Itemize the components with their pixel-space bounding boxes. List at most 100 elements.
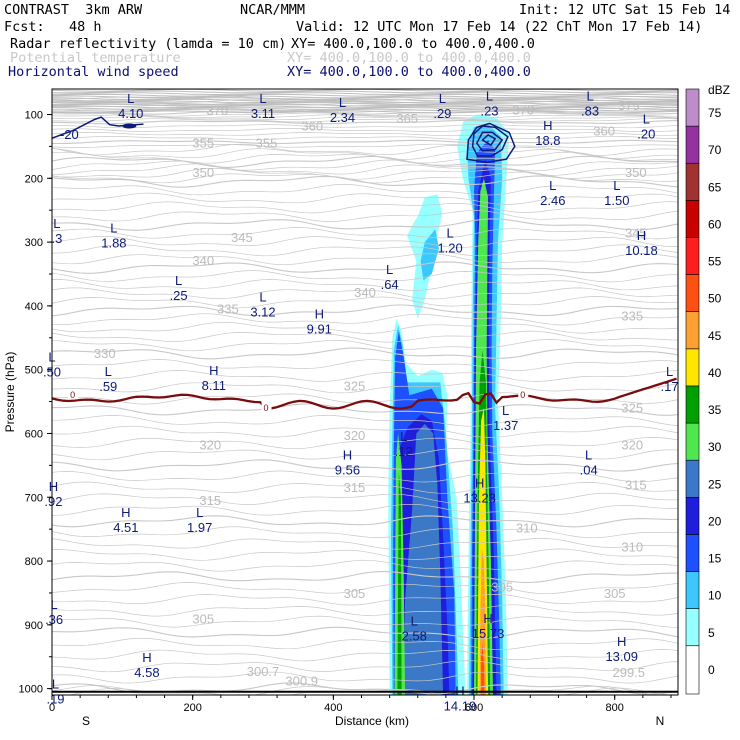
- stratosphere-isentrope: [52, 103, 678, 107]
- isentrope-label: 300.9: [285, 673, 318, 688]
- colorbar-swatch: [685, 237, 700, 275]
- isentrope-line: [52, 403, 678, 416]
- y-tick-label: 500: [25, 365, 43, 377]
- isentrope-line: [52, 330, 678, 343]
- isentrope-line: [52, 116, 678, 121]
- isentrope-label: 325: [621, 400, 643, 415]
- colorbar-tick-label: 70: [708, 143, 722, 157]
- colorbar-tick-label: 50: [708, 292, 722, 306]
- freezing-level-contour: [52, 377, 677, 410]
- isentrope-label: 305: [192, 612, 214, 627]
- isentrope-label: 360: [301, 118, 323, 133]
- isentrope-line: [52, 459, 678, 472]
- stratosphere-isentrope: [52, 100, 678, 104]
- freezing-level-label: 0: [264, 403, 269, 413]
- isentrope-line: [52, 448, 678, 461]
- wind-extremum-marker: H: [49, 479, 58, 494]
- isentrope-line: [52, 582, 678, 595]
- field-theta-xy: XY= 400.0,100.0 to 400.0,400.0: [287, 50, 531, 66]
- wind-extremum-value: 1.20: [437, 241, 462, 256]
- reflectivity-area-35dbz: [397, 471, 402, 695]
- stratosphere-isentrope: [52, 90, 678, 94]
- y-tick-label: 300: [25, 237, 43, 249]
- wind-extremum-marker: L: [486, 88, 493, 103]
- isentrope-line: [52, 322, 678, 334]
- colorbar-swatch: [685, 645, 700, 695]
- wind-extremum-value: 18.8: [535, 133, 560, 148]
- isentrope-line: [52, 626, 678, 639]
- x-tick-label: 0: [49, 702, 55, 714]
- isentrope-line: [52, 148, 678, 160]
- isentrope-line: [52, 287, 678, 300]
- isentrope-line: [52, 437, 678, 450]
- y-tick-label: 600: [25, 428, 43, 440]
- isentrope-label: 305: [491, 580, 513, 595]
- wind-extremum-marker: H: [142, 650, 151, 665]
- wind-extremum-marker: L: [446, 226, 453, 241]
- reflectivity-fill: [388, 114, 510, 695]
- wind-extremum-marker: L: [196, 505, 203, 520]
- isentrope-line: [52, 167, 678, 180]
- stratosphere-isentrope: [52, 95, 678, 99]
- colorbar-tick-label: 30: [708, 440, 722, 454]
- field-theta-name: Potential temperature: [10, 50, 181, 66]
- isentrope-label: 340: [192, 253, 214, 268]
- wind-extremum-marker: H: [343, 448, 352, 463]
- wind-extremum-value: 3.12: [250, 304, 275, 319]
- wind-speed-contour: [481, 133, 497, 147]
- isentrope-line: [52, 210, 678, 222]
- isentrope-label: 320: [199, 437, 221, 452]
- isentrope-line: [52, 604, 678, 617]
- wind-extremum-value: 4.51: [113, 520, 138, 535]
- field-wind-xy: XY= 400.0,100.0 to 400.0,400.0: [287, 64, 531, 80]
- isentrope-label: 305: [604, 586, 626, 601]
- colorbar-unit: dBZ: [708, 83, 730, 97]
- isentrope-line: [52, 615, 678, 628]
- wind-extremum-value: 4.10: [118, 106, 143, 121]
- wind-extremum-value: .04: [580, 463, 598, 478]
- colorbar-tick-label: 55: [708, 255, 722, 269]
- colorbar-tick-label: 10: [708, 589, 722, 603]
- isentrope-line: [52, 235, 678, 248]
- isentrope-line: [52, 538, 678, 550]
- isentrope-line: [52, 559, 678, 572]
- model-title: CONTRAST 3km ARW: [4, 2, 143, 18]
- isentrope-label: 300.7: [247, 664, 280, 679]
- isentrope-line: [52, 184, 678, 196]
- isentrope-label: 335: [217, 302, 239, 317]
- wind-extremum-value: .92: [44, 494, 62, 509]
- isentrope-line: [52, 192, 678, 205]
- wind-extremum-value: 9.56: [335, 463, 360, 478]
- wind-extremum-marker: L: [400, 429, 407, 444]
- wind-extremum-value: .17: [661, 379, 679, 394]
- wind-extremum-value: 4.58: [134, 665, 159, 680]
- isentrope-line: [52, 492, 678, 505]
- isentrope-label: 310: [516, 520, 538, 535]
- y-tick-label: 200: [25, 173, 43, 185]
- wind-extremum-value: 3.11: [251, 106, 275, 121]
- wind-extremum-marker: H: [121, 505, 130, 520]
- x-tick-label: 800: [606, 702, 624, 714]
- isentrope-line: [52, 515, 678, 528]
- isentrope-label: 320: [344, 428, 366, 443]
- isentrope-line: [52, 159, 678, 172]
- isentrope-line: [52, 143, 678, 148]
- wind-extremum-marker: H: [483, 611, 492, 626]
- isentrope-label: 370: [512, 103, 534, 118]
- reflectivity-area-50dbz: [481, 644, 485, 695]
- wind-extremum-value: .23: [480, 103, 498, 118]
- isentrope-line: [52, 570, 678, 584]
- isentrope-line: [52, 139, 678, 145]
- freezing-level-label: 0: [70, 390, 75, 400]
- wind-extremum-marker: L: [666, 364, 673, 379]
- colorbar-tick-label: 25: [708, 477, 722, 491]
- wind-extremum-marker: H: [475, 476, 484, 491]
- wind-extremum-marker: L: [502, 403, 509, 418]
- wind-extremum-value: 8.11: [202, 378, 226, 393]
- wind-extremum-value: .64: [381, 277, 399, 292]
- plot-labels: -20 0 0 0 300.9 300.7 299.5 305 305 305 305 310 310 3…: [43, 88, 679, 713]
- isentrope-line: [52, 253, 678, 266]
- field-wind-name: Horizontal wind speed: [8, 64, 179, 80]
- wind-extremum-value: 2.58: [402, 628, 427, 643]
- stratosphere-isentrope: [52, 108, 678, 112]
